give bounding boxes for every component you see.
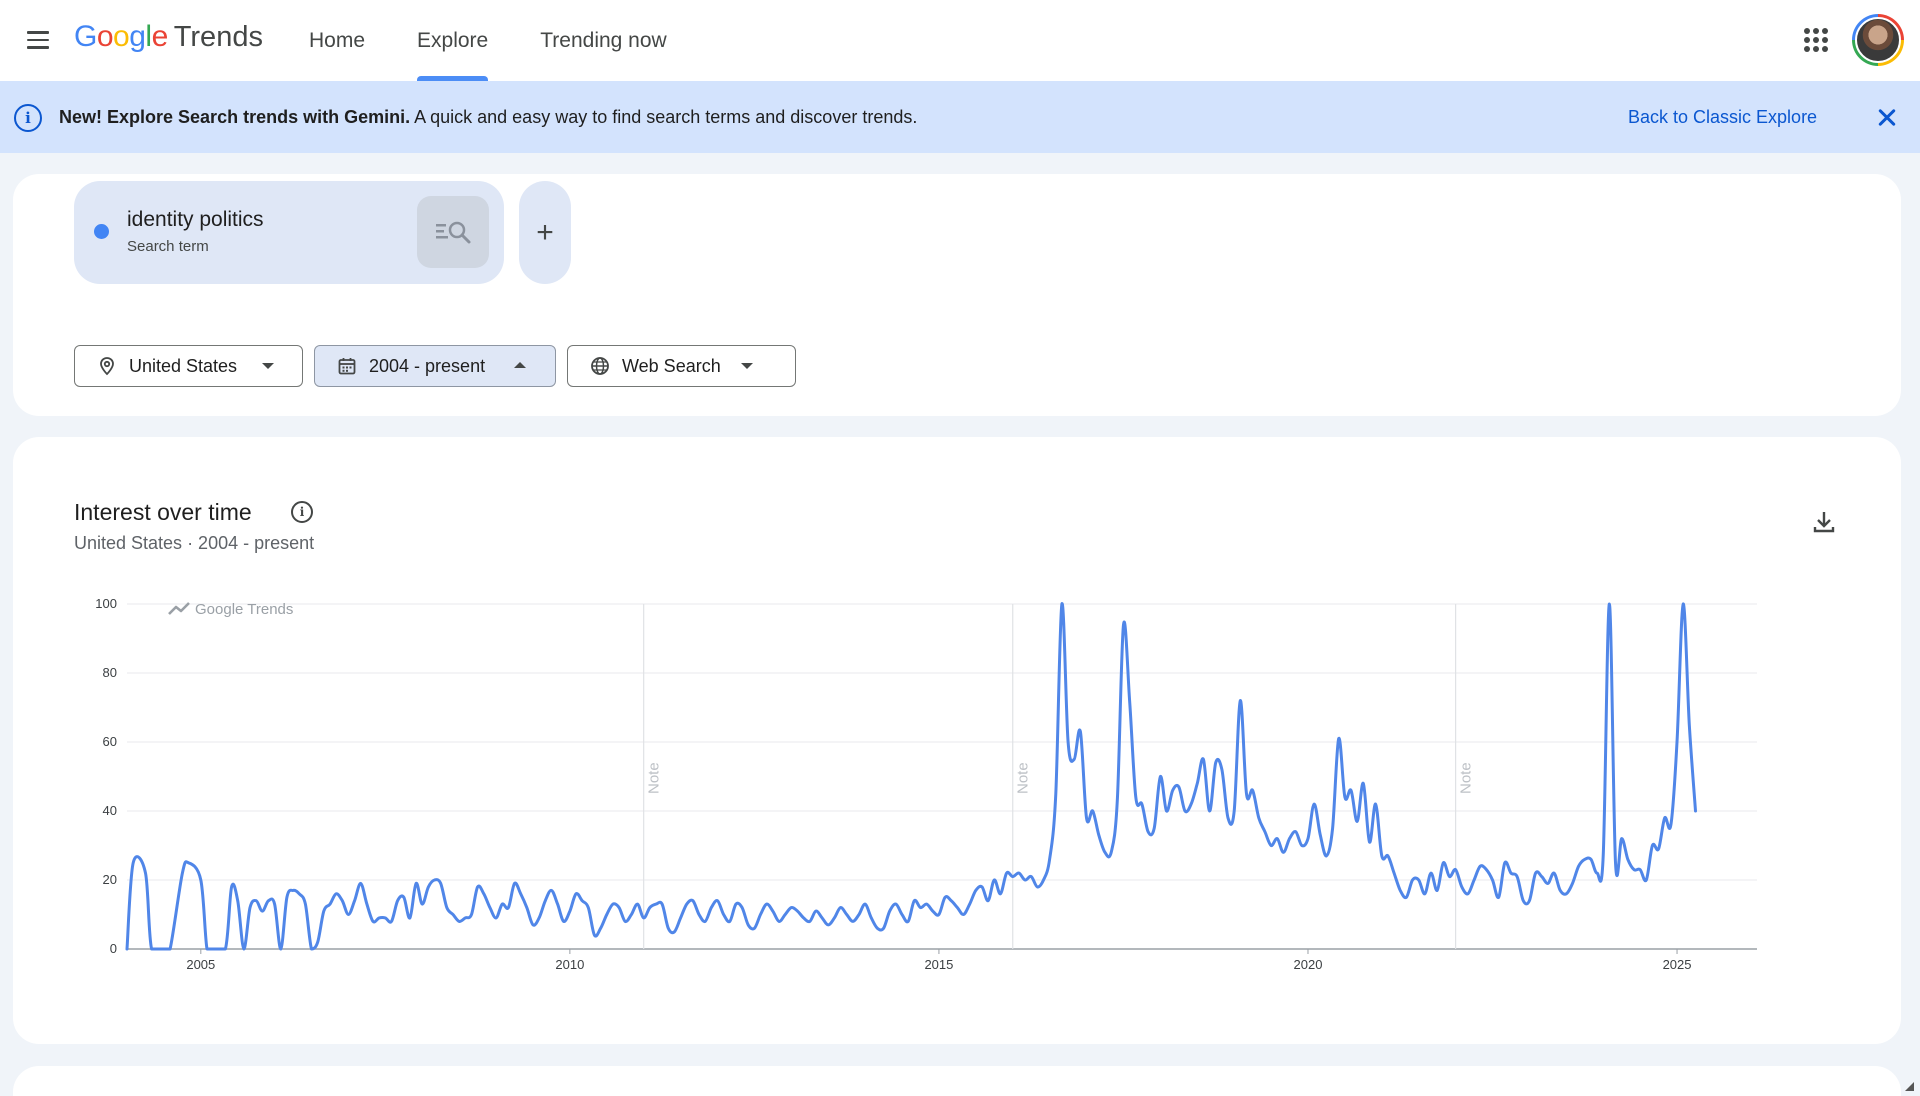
chevron-down-icon <box>741 363 753 369</box>
series-line <box>125 602 1697 951</box>
download-arrow-icon <box>1813 512 1835 533</box>
y-tick-label: 100 <box>95 596 117 611</box>
x-tick-label: 2015 <box>924 957 953 972</box>
y-tick-label: 0 <box>110 941 117 956</box>
chevron-up-icon <box>514 362 526 368</box>
search-term-type: Search term <box>127 238 209 255</box>
y-tick-label: 40 <box>103 803 117 818</box>
y-tick-label: 60 <box>103 734 117 749</box>
logo-letter: o <box>96 20 114 53</box>
add-comparison-button[interactable]: + <box>519 181 571 284</box>
note-label: Note <box>1458 762 1475 794</box>
info-icon: i <box>14 104 42 132</box>
resize-corner-icon <box>1905 1082 1914 1091</box>
y-tick-label: 80 <box>103 665 117 680</box>
avatar-photo <box>1855 17 1901 63</box>
logo-letter: o <box>113 20 130 53</box>
interest-over-time-title: Interest over time <box>74 499 252 525</box>
y-tick-label: 20 <box>103 872 117 887</box>
top-app-bar: Google Trends Home Explore Trending now <box>0 0 1920 81</box>
calendar-icon <box>338 358 356 375</box>
x-tick-label: 2025 <box>1663 957 1692 972</box>
gemini-announcement-banner: i New! Explore Search trends with Gemini… <box>0 81 1920 153</box>
google-trends-watermark-icon <box>168 602 190 615</box>
close-icon[interactable] <box>1872 103 1902 133</box>
nav-tab-home[interactable]: Home <box>309 28 366 52</box>
next-section-card <box>13 1066 1901 1096</box>
interest-over-time-subtitle: United States · 2004 - present <box>74 533 315 553</box>
google-trends-logo[interactable]: Google Trends <box>74 20 263 54</box>
google-logo-letters: Google <box>74 20 168 53</box>
location-filter-label: United States <box>129 356 238 376</box>
chevron-down-icon <box>262 363 274 369</box>
x-tick-label: 2020 <box>1294 957 1323 972</box>
search-terms-card: identity politics Search term + United S… <box>13 174 1901 416</box>
note-label: Note <box>646 762 663 794</box>
banner-message-bold: New! Explore Search trends with Gemini. <box>59 107 411 127</box>
search-property-filter-dropdown[interactable]: Web Search <box>567 345 796 387</box>
nav-tab-explore[interactable]: Explore <box>399 0 506 81</box>
nav-tab-trending-now[interactable]: Trending now <box>540 28 667 52</box>
logo-letter: G <box>74 20 97 53</box>
logo-letter: e <box>151 20 169 53</box>
interest-over-time-card: Interest over time i United States · 200… <box>13 437 1901 1044</box>
logo-letter: g <box>129 20 146 53</box>
location-filter-dropdown[interactable]: United States <box>74 345 303 387</box>
back-to-classic-explore-link[interactable]: Back to Classic Explore <box>1628 107 1818 127</box>
time-range-filter-dropdown[interactable]: 2004 - present <box>314 345 556 387</box>
search-term-chip[interactable]: identity politics Search term <box>74 181 504 284</box>
hamburger-menu-icon[interactable] <box>20 22 56 58</box>
time-range-filter-label: 2004 - present <box>369 356 486 376</box>
location-pin-icon <box>100 357 114 376</box>
chart-info-icon[interactable]: i <box>291 501 313 523</box>
note-label: Note <box>1015 762 1032 794</box>
apps-grid-icon[interactable] <box>1802 26 1830 54</box>
search-term-name: identity politics <box>127 208 264 231</box>
logo-product-name: Trends <box>173 21 263 53</box>
x-tick-label: 2010 <box>555 957 584 972</box>
banner-message-text: A quick and easy way to find search term… <box>410 107 918 127</box>
main-nav: Home Explore Trending now <box>291 0 701 81</box>
list-search-icon <box>436 221 471 244</box>
banner-message: New! Explore Search trends with Gemini. … <box>59 107 917 128</box>
search-property-filter-label: Web Search <box>622 356 721 376</box>
account-avatar[interactable] <box>1852 14 1904 66</box>
interest-over-time-chart[interactable]: 0 20 40 60 80 100 2005 2010 2015 2020 2025 Note Note… <box>13 437 1901 1044</box>
download-icon[interactable] <box>1809 507 1839 537</box>
google-trends-watermark: Google Trends <box>195 601 293 618</box>
term-color-dot <box>94 224 109 239</box>
globe-icon <box>591 357 609 375</box>
x-tick-label: 2005 <box>186 957 215 972</box>
search-refine-icon[interactable] <box>417 196 489 268</box>
logo-letter: l <box>145 20 152 53</box>
